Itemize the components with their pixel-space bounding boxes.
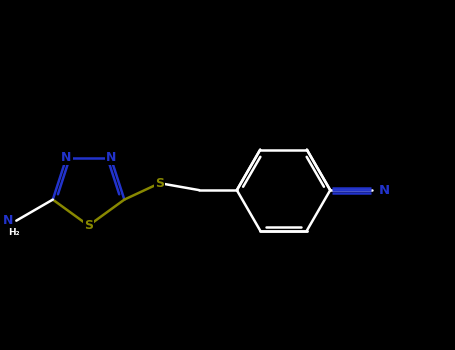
- Text: S: S: [155, 177, 164, 190]
- Text: N: N: [61, 151, 71, 164]
- Text: N: N: [379, 184, 389, 197]
- Text: S: S: [84, 219, 93, 232]
- Text: N: N: [106, 151, 116, 164]
- Text: H₂: H₂: [8, 228, 20, 237]
- Text: N: N: [3, 214, 13, 227]
